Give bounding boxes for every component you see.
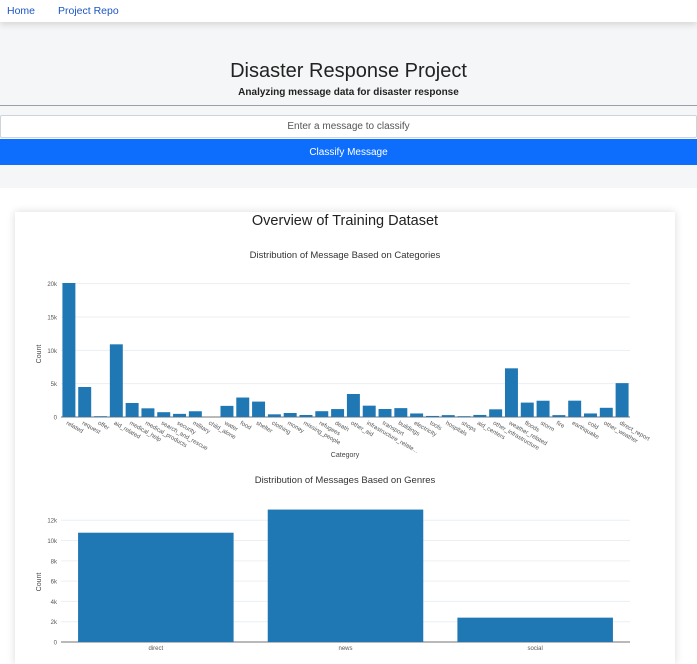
bar[interactable]	[441, 415, 455, 417]
y-tick-label: 12k	[47, 519, 58, 525]
bar[interactable]	[457, 617, 613, 642]
y-tick-label: 10k	[47, 349, 58, 355]
navbar: Home Project Repo	[0, 0, 697, 22]
classify-message-button[interactable]: Classify Message	[0, 139, 697, 165]
y-tick-label: 5k	[51, 382, 58, 388]
bar[interactable]	[568, 400, 582, 417]
y-tick-label: 4k	[51, 600, 58, 606]
x-tick-label: cold	[586, 421, 599, 432]
bar[interactable]	[315, 411, 329, 417]
bar[interactable]	[346, 394, 360, 417]
y-tick-label: 6k	[51, 580, 58, 586]
bar[interactable]	[173, 413, 187, 417]
overview-card: Overview of Training Dataset Distributio…	[15, 212, 675, 664]
bar[interactable]	[78, 532, 234, 642]
bar[interactable]	[283, 413, 297, 417]
bar[interactable]	[520, 402, 534, 417]
x-tick-label: direct	[148, 646, 163, 652]
overview-title: Overview of Training Dataset	[251, 213, 439, 229]
categories-chart: Distribution of Message Based on Categor…	[36, 250, 651, 459]
hero-section: Disaster Response Project Analyzing mess…	[0, 22, 697, 188]
y-axis-label: Count	[36, 573, 43, 592]
bar[interactable]	[252, 401, 266, 417]
bar[interactable]	[599, 407, 613, 417]
page-title: Disaster Response Project	[230, 60, 467, 82]
bar[interactable]	[62, 283, 76, 417]
nav-home-link[interactable]: Home	[7, 5, 36, 17]
bar[interactable]	[331, 409, 345, 417]
y-tick-label: 0	[54, 416, 58, 422]
x-tick-label: fire	[555, 421, 566, 431]
bar[interactable]	[299, 415, 313, 417]
y-tick-label: 10k	[47, 539, 58, 545]
y-axis-label: Count	[36, 345, 43, 364]
bar[interactable]	[94, 416, 107, 417]
bar[interactable]	[78, 387, 92, 417]
bar[interactable]	[410, 413, 424, 417]
bar[interactable]	[615, 383, 629, 417]
bar[interactable]	[125, 403, 139, 417]
page-subtitle: Analyzing message data for disaster resp…	[238, 87, 459, 98]
y-tick-label: 8k	[51, 559, 58, 565]
bar[interactable]	[489, 409, 503, 417]
bar[interactable]	[362, 405, 376, 417]
bar[interactable]	[378, 409, 392, 417]
x-axis-label: Category	[331, 452, 360, 459]
bar[interactable]	[188, 411, 202, 417]
x-tick-label: social	[527, 646, 542, 652]
bar[interactable]	[536, 400, 550, 417]
bar[interactable]	[267, 509, 424, 642]
bar[interactable]	[236, 397, 250, 417]
chart-title: Distribution of Messages Based on Genres	[255, 475, 436, 486]
x-tick-label: storm	[539, 421, 555, 434]
bar[interactable]	[220, 405, 234, 417]
bar[interactable]	[425, 415, 439, 417]
y-tick-label: 20k	[47, 282, 58, 288]
bar[interactable]	[109, 344, 123, 417]
bar[interactable]	[267, 414, 281, 417]
x-tick-label: related	[65, 421, 84, 435]
chart-title: Distribution of Message Based on Categor…	[250, 250, 441, 261]
divider	[0, 105, 697, 106]
nav-project-repo-link[interactable]: Project Repo	[58, 5, 119, 17]
x-tick-label: shelter	[255, 421, 274, 435]
bar[interactable]	[552, 415, 566, 417]
y-tick-label: 15k	[47, 316, 58, 322]
x-tick-label: food	[239, 421, 252, 432]
genres-chart: Distribution of Messages Based on Genres…	[36, 475, 630, 652]
bar[interactable]	[394, 408, 408, 417]
x-tick-label: news	[338, 646, 352, 652]
bar[interactable]	[504, 368, 518, 417]
bar[interactable]	[473, 414, 487, 417]
bar[interactable]	[457, 416, 471, 417]
x-tick-label: tools	[428, 421, 442, 433]
x-tick-label: offer	[97, 421, 110, 432]
bar[interactable]	[157, 412, 171, 417]
message-input[interactable]	[0, 115, 697, 138]
bar[interactable]	[141, 408, 155, 417]
bar[interactable]	[584, 413, 597, 417]
y-tick-label: 2k	[51, 620, 58, 626]
y-tick-label: 0	[54, 641, 58, 647]
